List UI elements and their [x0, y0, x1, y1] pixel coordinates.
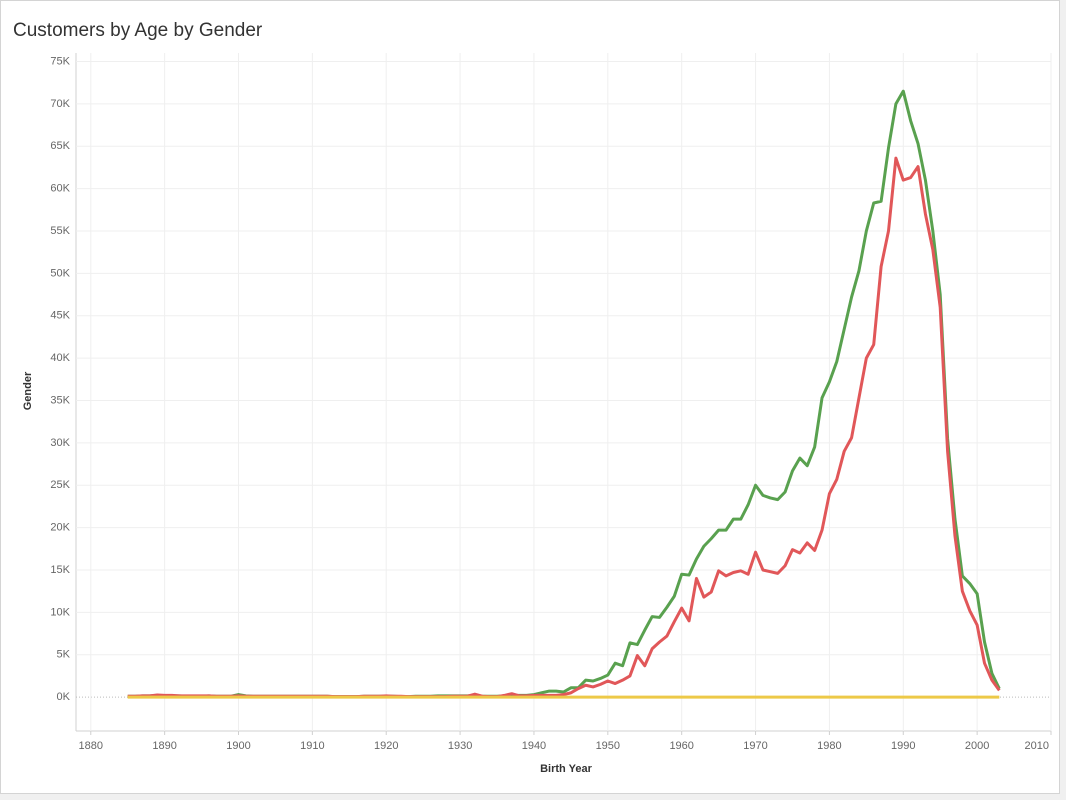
x-tick-label: 1920: [374, 740, 398, 752]
y-tick-label: 60K: [50, 183, 70, 195]
y-tick-label: 30K: [50, 437, 70, 449]
y-tick-label: 15K: [50, 564, 70, 576]
y-axis-title: Gender: [22, 371, 34, 410]
x-tick-label: 1930: [448, 740, 472, 752]
series-line: [127, 89, 1001, 699]
x-tick-label: 1960: [669, 740, 693, 752]
y-tick-label: 5K: [57, 649, 71, 661]
x-axis-title: Birth Year: [540, 763, 592, 775]
y-tick-label: 50K: [50, 267, 70, 279]
x-tick-label: 1900: [226, 740, 250, 752]
x-tick-label: 2000: [965, 740, 989, 752]
x-tick-label: 1940: [522, 740, 546, 752]
y-tick-label: 0K: [57, 691, 71, 703]
x-tick-label: 1980: [817, 740, 841, 752]
y-tick-label: 65K: [50, 140, 70, 152]
y-tick-label: 10K: [50, 606, 70, 618]
series-line: [127, 156, 1001, 699]
x-tick-label: 1890: [152, 740, 176, 752]
x-tick-label: 1950: [596, 740, 620, 752]
x-tick-label: 1990: [891, 740, 915, 752]
x-tick-label: 1880: [79, 740, 103, 752]
x-tick-label: 1970: [743, 740, 767, 752]
y-tick-label: 75K: [50, 55, 70, 67]
x-tick-label: 1910: [300, 740, 324, 752]
y-tick-label: 20K: [50, 522, 70, 534]
y-tick-label: 70K: [50, 98, 70, 110]
y-tick-label: 40K: [50, 352, 70, 364]
chart-title: Customers by Age by Gender: [13, 20, 263, 41]
y-tick-label: 35K: [50, 394, 70, 406]
y-tick-label: 45K: [50, 310, 70, 322]
y-tick-label: 25K: [50, 479, 70, 491]
y-tick-label: 55K: [50, 225, 70, 237]
x-tick-label: 2010: [1025, 740, 1049, 752]
